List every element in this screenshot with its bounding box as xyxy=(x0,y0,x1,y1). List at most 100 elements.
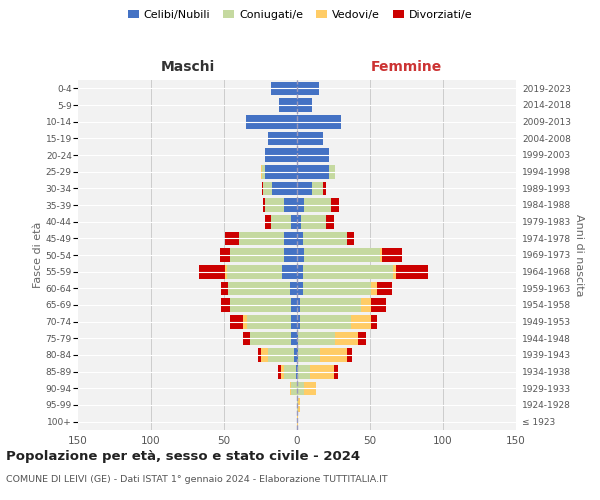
Y-axis label: Anni di nascita: Anni di nascita xyxy=(574,214,584,296)
Bar xyxy=(239,232,284,245)
Bar xyxy=(243,332,250,345)
Bar xyxy=(304,248,380,262)
Bar xyxy=(297,132,323,145)
Bar xyxy=(297,165,329,178)
Bar xyxy=(320,348,347,362)
Bar xyxy=(304,382,316,395)
Bar xyxy=(284,248,297,262)
Bar xyxy=(290,282,297,295)
Bar xyxy=(294,348,297,362)
Bar xyxy=(347,232,354,245)
Bar xyxy=(250,332,291,345)
Bar xyxy=(300,315,351,328)
Bar xyxy=(297,148,329,162)
Bar xyxy=(262,182,263,195)
Bar xyxy=(199,265,226,278)
Bar xyxy=(291,382,297,395)
Bar xyxy=(271,82,297,95)
Bar xyxy=(394,265,396,278)
Bar xyxy=(226,265,227,278)
Bar xyxy=(230,315,243,328)
Bar xyxy=(296,365,297,378)
Bar xyxy=(291,332,297,345)
Bar xyxy=(371,298,386,312)
Bar xyxy=(298,398,300,412)
Bar xyxy=(297,332,298,345)
Bar xyxy=(297,382,304,395)
Text: Maschi: Maschi xyxy=(160,60,215,74)
Bar xyxy=(297,248,304,262)
Bar xyxy=(284,198,297,212)
Bar xyxy=(226,232,239,245)
Bar xyxy=(291,215,297,228)
Bar xyxy=(331,198,340,212)
Bar xyxy=(297,315,300,328)
Bar xyxy=(310,365,334,378)
Bar xyxy=(263,198,265,212)
Bar xyxy=(230,248,284,262)
Bar xyxy=(290,382,291,395)
Bar xyxy=(291,298,297,312)
Bar xyxy=(246,115,297,128)
Bar xyxy=(297,348,298,362)
Bar xyxy=(268,132,297,145)
Text: COMUNE DI LEIVI (GE) - Dati ISTAT 1° gennaio 2024 - Elaborazione TUTTITALIA.IT: COMUNE DI LEIVI (GE) - Dati ISTAT 1° gen… xyxy=(6,475,388,484)
Bar xyxy=(335,332,358,345)
Bar xyxy=(272,182,297,195)
Bar xyxy=(265,148,297,162)
Bar xyxy=(298,348,320,362)
Bar xyxy=(229,282,290,295)
Bar xyxy=(304,198,331,212)
Bar xyxy=(247,315,291,328)
Bar xyxy=(265,165,297,178)
Bar xyxy=(377,282,392,295)
Bar xyxy=(297,298,300,312)
Legend: Celibi/Nubili, Coniugati/e, Vedovi/e, Divorziati/e: Celibi/Nubili, Coniugati/e, Vedovi/e, Di… xyxy=(124,6,476,25)
Bar xyxy=(221,282,229,295)
Bar xyxy=(221,298,230,312)
Bar xyxy=(297,415,298,428)
Text: Popolazione per età, sesso e stato civile - 2024: Popolazione per età, sesso e stato civil… xyxy=(6,450,360,463)
Bar xyxy=(298,332,335,345)
Bar xyxy=(371,282,377,295)
Bar xyxy=(243,315,247,328)
Bar xyxy=(278,365,281,378)
Bar xyxy=(297,265,303,278)
Bar xyxy=(358,332,365,345)
Bar xyxy=(298,365,310,378)
Bar xyxy=(284,232,297,245)
Text: Femmine: Femmine xyxy=(371,60,442,74)
Bar xyxy=(283,265,297,278)
Bar xyxy=(297,282,303,295)
Bar xyxy=(300,298,361,312)
Bar xyxy=(329,165,335,178)
Bar xyxy=(297,115,341,128)
Bar xyxy=(303,265,394,278)
Bar xyxy=(271,215,291,228)
Bar xyxy=(297,232,303,245)
Bar xyxy=(371,315,377,328)
Bar xyxy=(303,282,371,295)
Bar xyxy=(297,198,304,212)
Bar xyxy=(284,365,296,378)
Bar xyxy=(311,182,323,195)
Bar xyxy=(382,248,402,262)
Bar xyxy=(297,82,319,95)
Bar xyxy=(265,215,271,228)
Bar xyxy=(227,265,283,278)
Bar xyxy=(230,298,291,312)
Bar xyxy=(380,248,382,262)
Bar xyxy=(303,232,347,245)
Bar xyxy=(347,348,352,362)
Bar xyxy=(301,215,326,228)
Bar xyxy=(326,215,334,228)
Bar xyxy=(396,265,428,278)
Bar xyxy=(334,365,338,378)
Bar xyxy=(260,165,262,178)
Bar xyxy=(263,182,272,195)
Bar xyxy=(297,98,311,112)
Bar xyxy=(257,348,260,362)
Bar xyxy=(220,248,230,262)
Bar xyxy=(262,165,265,178)
Y-axis label: Fasce di età: Fasce di età xyxy=(33,222,43,288)
